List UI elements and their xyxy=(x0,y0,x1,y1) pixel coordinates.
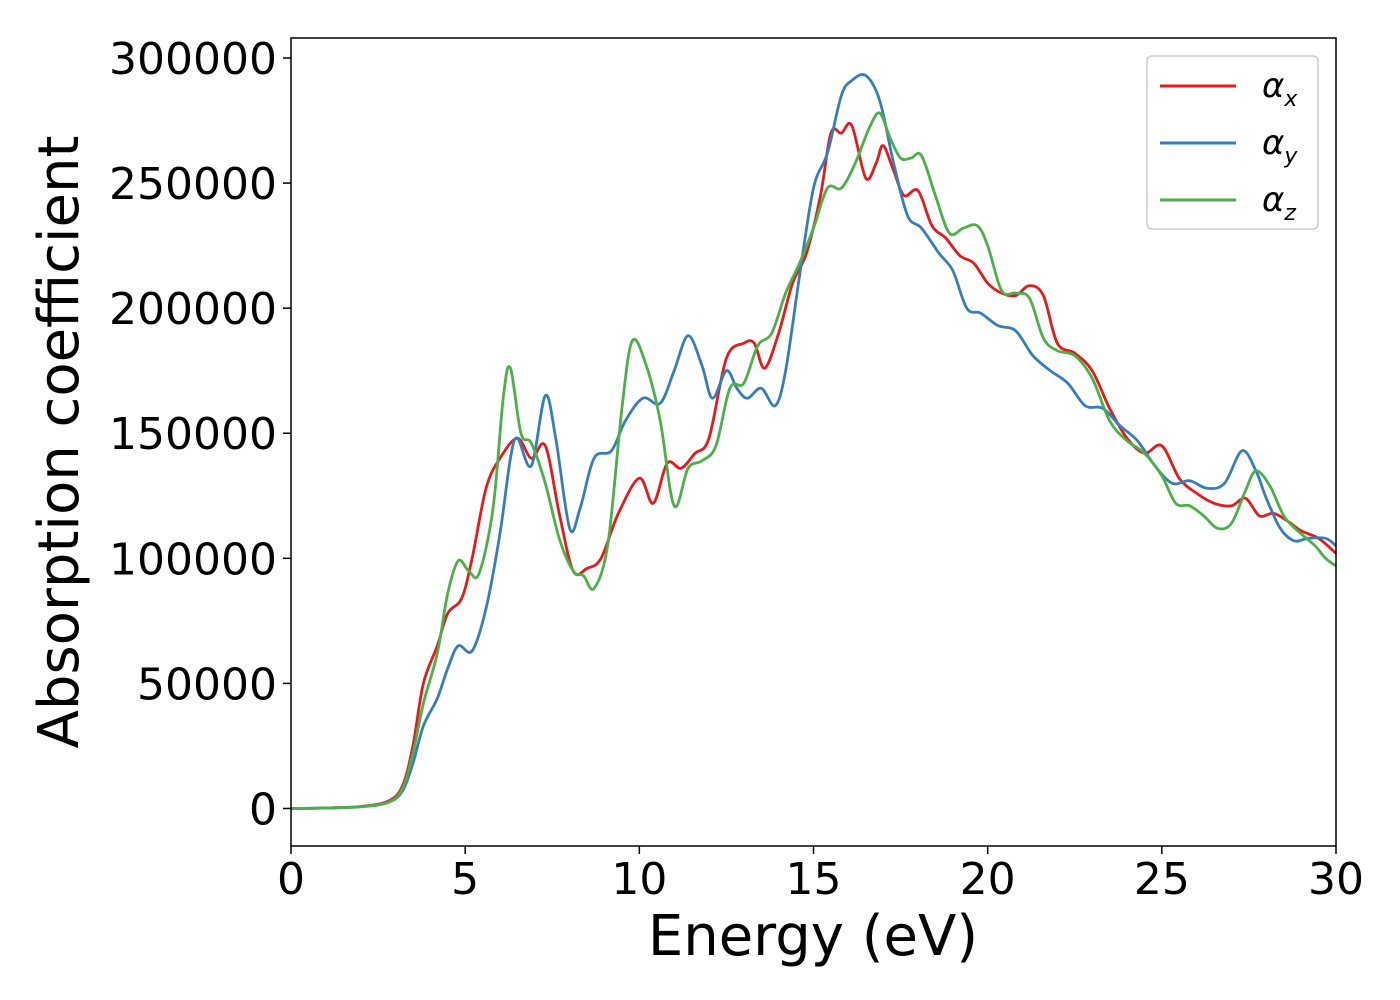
legend-subscript-z: z xyxy=(1283,201,1296,226)
y-tick-label: 150000 xyxy=(109,409,277,460)
series-layer xyxy=(291,73,1336,810)
y-tick-label: 300000 xyxy=(109,34,277,85)
y-tick-label: 200000 xyxy=(109,284,277,335)
y-tick-label: 250000 xyxy=(109,159,277,210)
y-tick-label: 100000 xyxy=(109,534,277,585)
y-tick-label: 50000 xyxy=(137,659,277,710)
y-axis-ticks: 0 50000 100000 150000 200000 250000 300000 xyxy=(109,34,291,835)
series-line-α-z xyxy=(291,111,1336,810)
x-tick-label: 0 xyxy=(277,854,305,905)
plot-area xyxy=(291,73,1336,810)
x-tick-label: 30 xyxy=(1308,854,1364,905)
x-tick-label: 5 xyxy=(451,854,479,905)
y-axis-label: Absorption coefficient xyxy=(27,136,92,749)
x-tick-label: 10 xyxy=(611,854,667,905)
series-line-α-x xyxy=(291,121,1336,810)
x-tick-label: 15 xyxy=(786,854,842,905)
legend-subscript-y: y xyxy=(1283,144,1298,169)
x-tick-label: 20 xyxy=(960,854,1016,905)
y-tick-label: 0 xyxy=(249,784,277,835)
x-axis-ticks: 0 5 10 15 20 25 30 xyxy=(277,846,1364,905)
legend-subscript-x: x xyxy=(1283,87,1298,112)
x-axis-label: Energy (eV) xyxy=(648,904,978,969)
x-tick-label: 25 xyxy=(1134,854,1190,905)
